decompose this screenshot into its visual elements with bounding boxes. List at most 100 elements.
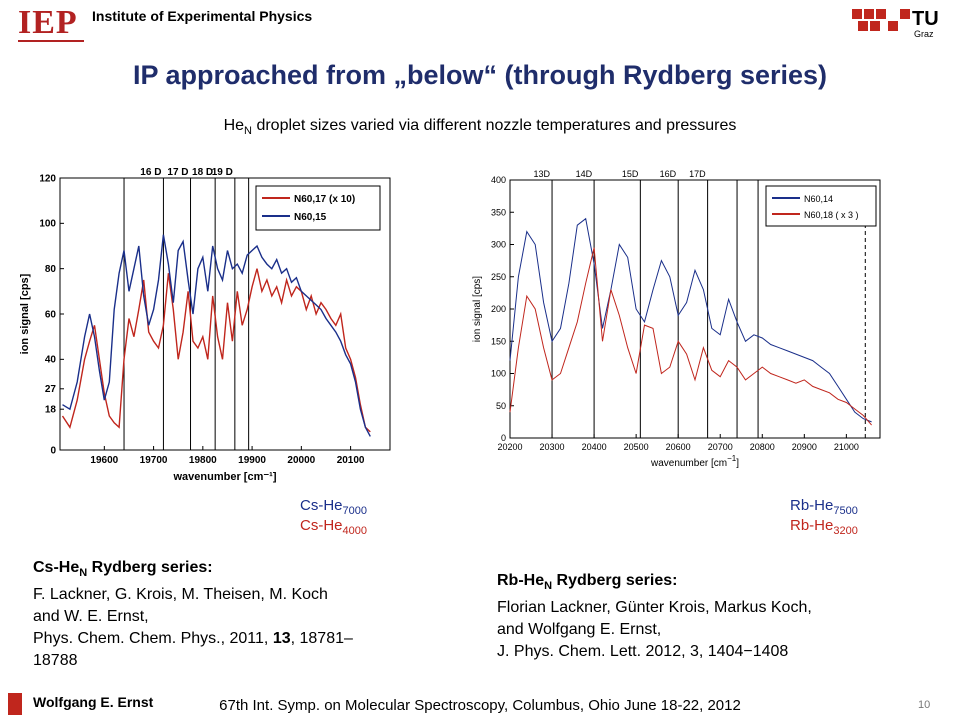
subtitle-sub: N — [244, 125, 252, 138]
rydberg-line-label: 16 D — [140, 167, 161, 178]
subtitle-pre: He — [223, 117, 245, 134]
y-tick-label: 50 — [496, 401, 506, 411]
x-tick-label: 20400 — [582, 442, 607, 452]
cs-label-1-sub: 7000 — [342, 505, 367, 517]
rb-ref-title-sub: N — [544, 580, 553, 593]
x-axis-label: wavenumber [cm⁻¹] — [173, 471, 277, 483]
x-tick-label: 21000 — [834, 442, 859, 452]
y-tick-label: 0 — [501, 433, 506, 443]
rydberg-line-label: 19 D — [212, 167, 233, 178]
x-tick-label: 20900 — [792, 442, 817, 452]
y-tick-label: 150 — [491, 336, 506, 346]
x-tick-label: 19600 — [90, 455, 118, 466]
cs-ref-volume: 13 — [272, 630, 291, 648]
x-tick-label: 20000 — [287, 455, 315, 466]
rb-ref-title-pre: Rb-He — [497, 572, 545, 589]
footer-author: Wolfgang E. Ernst — [33, 694, 154, 710]
footer-conference: 67th Int. Symp. on Molecular Spectroscop… — [219, 697, 741, 714]
rb-rydberg-chart: 20200 20300 20400 20500 20600 20700 20800 20900… — [468, 158, 928, 473]
rydberg-line-label: 15D — [622, 169, 639, 179]
x-tick-label: 19800 — [189, 455, 217, 466]
page-number: 10 — [918, 699, 931, 711]
rb-ref-title-post: Rydberg series: — [552, 572, 678, 589]
rb-label-2: Rb-He3200 — [790, 517, 858, 537]
institute-name: Institute of Experimental Physics — [92, 8, 313, 24]
y-axis-label: ion signal [cps] — [472, 276, 483, 342]
rb-ref-line3: J. Phys. Chem. Lett. 2012, 3, 1404−1408 — [497, 643, 789, 661]
y-tick-label: 400 — [491, 175, 506, 185]
x-tick-label: 20800 — [750, 442, 775, 452]
x-tick-label: 19900 — [238, 455, 266, 466]
series-line — [509, 217, 872, 423]
y-axis-label: ion signal [cps] — [19, 273, 31, 354]
tu-logo-sub: Graz — [914, 29, 934, 39]
rydberg-line-label: 17 D — [167, 167, 188, 178]
cs-ref-title-sub: N — [79, 567, 88, 580]
x-tick-label: 20100 — [337, 455, 365, 466]
y-tick-label: 27 — [45, 384, 57, 395]
cs-ref-journal: Phys. Chem. Chem. Phys., 2011, — [33, 630, 273, 648]
footer-accent-bar — [8, 693, 22, 715]
slide-title: IP approached from „below“ (through Rydb… — [132, 60, 828, 90]
rb-droplet-labels: Rb-He7500 Rb-He3200 — [790, 497, 858, 537]
x-tick-label: 20300 — [540, 442, 565, 452]
cs-ref-line4: 18788 — [33, 652, 78, 670]
y-tick-label: 40 — [45, 355, 57, 366]
rb-label-2-pre: Rb-He — [790, 517, 834, 534]
y-tick-label: 350 — [491, 207, 506, 217]
y-tick-label: 100 — [39, 219, 56, 230]
x-tick-label: 20600 — [666, 442, 691, 452]
cs-ref-line1: F. Lackner, G. Krois, M. Theisen, M. Koc… — [33, 586, 328, 604]
subtitle-post: droplet sizes varied via different nozzl… — [252, 117, 737, 134]
rb-label-1-pre: Rb-He — [790, 497, 834, 514]
rydberg-line-label: 16D — [660, 169, 677, 179]
rb-label-1-sub: 7500 — [833, 505, 858, 517]
iep-logo-underline — [18, 40, 84, 42]
x-axis-label-end: ] — [736, 458, 739, 469]
cs-label-2-sub: 4000 — [342, 525, 367, 537]
rb-label-2-sub: 3200 — [833, 525, 858, 537]
x-tick-label: 20500 — [624, 442, 649, 452]
cs-label-1: Cs-He7000 — [300, 497, 367, 517]
rb-ref-line1: Florian Lackner, Günter Krois, Markus K… — [497, 599, 812, 617]
cs-label-2: Cs-He4000 — [300, 517, 367, 537]
iep-logo: IEP — [18, 4, 84, 42]
cs-droplet-labels: Cs-He7000 Cs-He4000 — [300, 497, 367, 537]
cs-ref-title-pre: Cs-He — [33, 559, 80, 576]
x-axis-label-sup: −1 — [727, 454, 737, 463]
rb-label-1: Rb-He7500 — [790, 497, 858, 517]
y-tick-label: 300 — [491, 240, 506, 250]
rb-rydberg-chart-svg: 20200 20300 20400 20500 20600 20700 20800 20900… — [472, 169, 881, 469]
y-tick-label: 250 — [491, 272, 506, 282]
x-tick-label: 19700 — [140, 455, 168, 466]
rydberg-line-label: 14D — [576, 169, 593, 179]
legend-box — [255, 185, 381, 231]
cs-rydberg-chart: 19600 19700 19800 19900 20000 20100 0 18 27 40 60 8… — [18, 158, 413, 488]
series-line — [61, 268, 371, 433]
legend-entry: N60,18 ( x 3 ) — [804, 210, 859, 220]
legend-box — [765, 185, 877, 227]
cs-rydberg-chart-svg: 19600 19700 19800 19900 20000 20100 0 18 27 40 60 8… — [19, 167, 391, 483]
x-tick-label: 20200 — [497, 442, 522, 452]
rb-reference-title: Rb-HeN Rydberg series: — [497, 570, 937, 597]
y-tick-label: 120 — [39, 173, 56, 184]
cs-label-2-pre: Cs-He — [300, 517, 343, 534]
y-tick-label: 100 — [491, 369, 506, 379]
tu-graz-logo-graphic: TU Graz — [852, 8, 939, 39]
cs-ref-pages: , 18781– — [290, 630, 353, 648]
cs-reference-title: Cs-HeN Rydberg series: — [33, 557, 473, 584]
rydberg-line-label: 13D — [534, 169, 551, 179]
tu-logo-text: TU — [912, 8, 939, 30]
iep-logo-text: IEP — [18, 4, 78, 41]
rb-ref-line2: and Wolfgang E. Ernst, — [497, 621, 662, 639]
x-axis-label: wavenumber [cm−1] — [650, 454, 739, 469]
legend-entry: N60,15 — [294, 212, 327, 223]
y-tick-label: 0 — [50, 445, 56, 456]
x-tick-label: 20700 — [708, 442, 733, 452]
cs-ref-line2: and W. E. Ernst, — [33, 608, 149, 626]
cs-ref-line3: Phys. Chem. Chem. Phys., 2011, 13, 18781… — [33, 628, 473, 650]
y-tick-label: 18 — [45, 405, 57, 416]
legend-entry: N60,17 (x 10) — [294, 194, 355, 205]
series-line — [62, 234, 371, 437]
rydberg-line-label: 18 D — [192, 167, 213, 178]
